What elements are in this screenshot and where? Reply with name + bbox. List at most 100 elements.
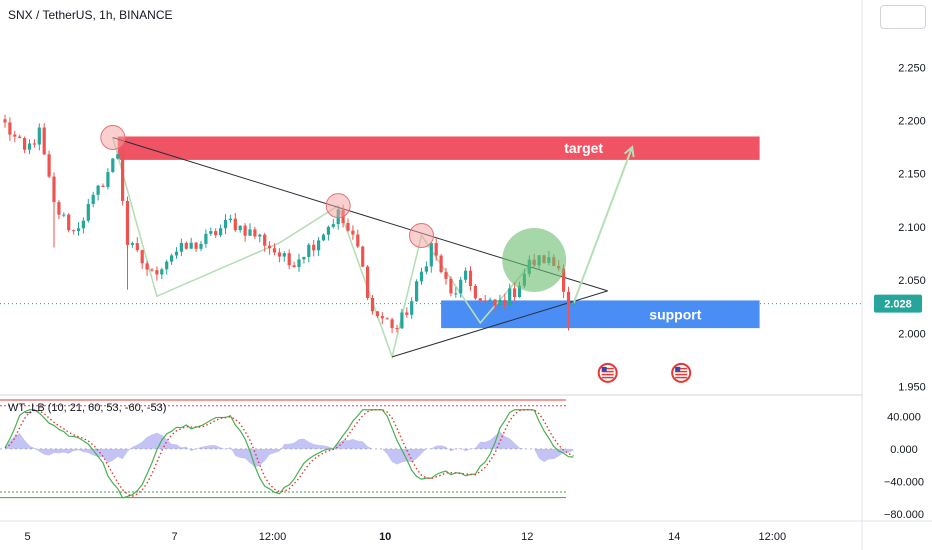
candle[interactable] bbox=[170, 255, 174, 262]
candle[interactable] bbox=[165, 261, 169, 270]
wt2-line[interactable] bbox=[4, 409, 574, 498]
indicator-title[interactable]: WT_LB (10, 21, 60, 53, -60, -53) bbox=[8, 402, 167, 414]
candle[interactable] bbox=[331, 224, 335, 227]
candle[interactable] bbox=[91, 194, 95, 205]
candle[interactable] bbox=[116, 154, 120, 159]
us-flag-icon[interactable] bbox=[597, 362, 618, 383]
candle[interactable] bbox=[370, 297, 375, 312]
candle[interactable] bbox=[444, 272, 448, 279]
candle[interactable] bbox=[517, 285, 522, 298]
candle[interactable] bbox=[233, 218, 237, 231]
candle[interactable] bbox=[111, 158, 115, 173]
candle[interactable] bbox=[415, 281, 419, 302]
candle[interactable] bbox=[214, 231, 218, 236]
candle[interactable] bbox=[223, 220, 228, 229]
candle[interactable] bbox=[130, 243, 134, 245]
pivot-circle[interactable] bbox=[100, 125, 126, 151]
candle[interactable] bbox=[459, 279, 463, 294]
candle[interactable] bbox=[326, 226, 330, 235]
candle[interactable] bbox=[385, 318, 389, 320]
pivot-circle[interactable] bbox=[409, 222, 434, 248]
candle[interactable] bbox=[47, 154, 51, 177]
candle[interactable] bbox=[101, 185, 105, 187]
candle[interactable] bbox=[96, 185, 100, 195]
candle[interactable] bbox=[199, 243, 203, 249]
candle[interactable] bbox=[228, 218, 232, 221]
candle[interactable] bbox=[258, 234, 262, 237]
candle[interactable] bbox=[317, 240, 321, 251]
candle[interactable] bbox=[219, 228, 223, 236]
candle[interactable] bbox=[449, 278, 453, 294]
highlight-circle-green[interactable] bbox=[502, 227, 567, 292]
candle[interactable] bbox=[52, 176, 56, 203]
candle[interactable] bbox=[86, 204, 90, 221]
candle[interactable] bbox=[468, 270, 473, 286]
projection-arrow[interactable] bbox=[572, 146, 634, 304]
candle[interactable] bbox=[395, 328, 399, 330]
candle[interactable] bbox=[209, 231, 213, 234]
candle[interactable] bbox=[106, 172, 110, 187]
candle[interactable] bbox=[292, 265, 296, 268]
candle[interactable] bbox=[18, 136, 22, 139]
candle[interactable] bbox=[253, 229, 257, 237]
candle[interactable] bbox=[321, 234, 326, 241]
candle[interactable] bbox=[562, 268, 566, 292]
candle[interactable] bbox=[277, 252, 281, 257]
target-zone[interactable] bbox=[117, 136, 760, 160]
candle[interactable] bbox=[419, 271, 424, 282]
candle[interactable] bbox=[160, 269, 164, 275]
candle[interactable] bbox=[366, 266, 370, 298]
candle[interactable] bbox=[37, 127, 41, 145]
candle[interactable] bbox=[503, 299, 507, 306]
candle[interactable] bbox=[483, 300, 487, 302]
candle[interactable] bbox=[424, 266, 428, 272]
candle[interactable] bbox=[302, 256, 306, 260]
candle[interactable] bbox=[155, 270, 159, 275]
candle[interactable] bbox=[67, 214, 71, 231]
top-right-box[interactable] bbox=[880, 5, 926, 29]
candle[interactable] bbox=[76, 228, 81, 232]
candle[interactable] bbox=[62, 214, 66, 216]
support-zone[interactable] bbox=[441, 300, 760, 329]
triangle-lower-line[interactable] bbox=[391, 290, 608, 358]
candle[interactable] bbox=[434, 242, 438, 256]
candle[interactable] bbox=[498, 299, 502, 306]
candle[interactable] bbox=[194, 242, 198, 249]
candle[interactable] bbox=[375, 311, 379, 317]
candle[interactable] bbox=[27, 143, 32, 150]
candle[interactable] bbox=[140, 250, 144, 264]
candle[interactable] bbox=[400, 312, 404, 329]
candle[interactable] bbox=[135, 243, 139, 251]
candle[interactable] bbox=[312, 244, 316, 251]
candle[interactable] bbox=[263, 234, 267, 246]
candle[interactable] bbox=[356, 234, 360, 247]
candle[interactable] bbox=[72, 230, 76, 232]
candle[interactable] bbox=[81, 220, 85, 229]
candle[interactable] bbox=[439, 255, 443, 273]
candle[interactable] bbox=[282, 253, 286, 257]
candle[interactable] bbox=[8, 122, 12, 135]
candle[interactable] bbox=[121, 154, 125, 201]
candle[interactable] bbox=[571, 303, 575, 305]
candle[interactable] bbox=[23, 138, 27, 150]
candle[interactable] bbox=[248, 229, 252, 236]
candle[interactable] bbox=[351, 230, 355, 235]
candle[interactable] bbox=[390, 319, 394, 329]
zigzag-pattern[interactable] bbox=[112, 137, 535, 360]
candle[interactable] bbox=[268, 245, 272, 249]
candle[interactable] bbox=[238, 225, 242, 231]
candle[interactable] bbox=[493, 299, 497, 306]
candle[interactable] bbox=[346, 223, 350, 231]
candle[interactable] bbox=[454, 293, 458, 295]
candle[interactable] bbox=[57, 202, 61, 215]
candle[interactable] bbox=[405, 312, 409, 315]
candle[interactable] bbox=[478, 298, 482, 301]
candle[interactable] bbox=[473, 285, 477, 299]
candle[interactable] bbox=[150, 269, 154, 271]
candle[interactable] bbox=[307, 244, 311, 257]
candle[interactable] bbox=[488, 299, 492, 301]
candle[interactable] bbox=[361, 246, 365, 267]
candle[interactable] bbox=[184, 242, 188, 249]
candle[interactable] bbox=[410, 301, 414, 315]
